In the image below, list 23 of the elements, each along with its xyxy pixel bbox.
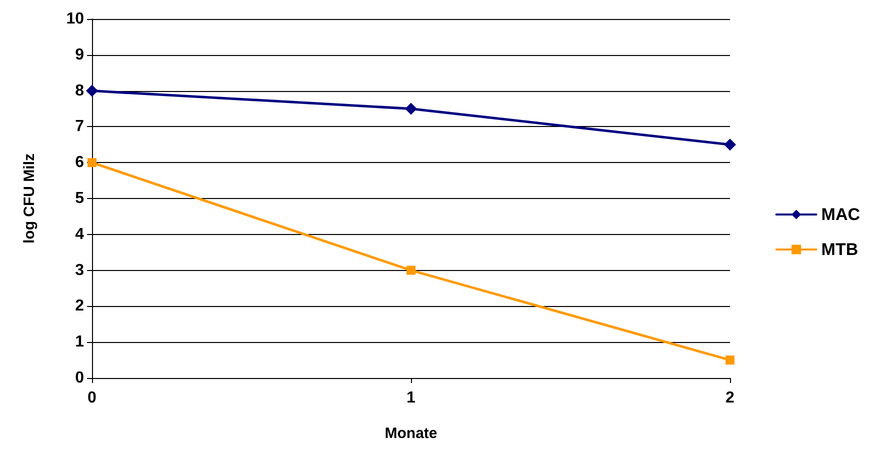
point — [724, 138, 736, 151]
y-tick-label: 4 — [75, 226, 84, 243]
y-tick-label: 8 — [75, 82, 84, 100]
legend-label: MTB — [821, 240, 858, 259]
point — [86, 84, 98, 97]
y-axis-title: log CFU Milz — [21, 154, 38, 244]
y-tick-label: 5 — [75, 190, 84, 207]
y-tick-label: 0 — [75, 370, 84, 386]
y-tick-label: 9 — [75, 46, 84, 64]
point — [405, 102, 417, 115]
point — [726, 356, 734, 365]
y-tick-label: 7 — [75, 118, 84, 136]
y-tick-label: 10 — [66, 10, 84, 28]
x-tick-label: 2 — [726, 390, 735, 406]
y-tick-label: 6 — [75, 154, 84, 172]
y-tick-label: 3 — [75, 262, 84, 279]
x-tick-label: 0 — [88, 390, 97, 406]
x-tick-label: 1 — [406, 390, 416, 406]
legend-label: MAC — [821, 205, 860, 224]
y-tick-label: 2 — [75, 298, 84, 315]
y-tick-label: 1 — [75, 334, 84, 351]
x-axis-title: Monate — [384, 425, 438, 442]
point — [406, 266, 416, 275]
